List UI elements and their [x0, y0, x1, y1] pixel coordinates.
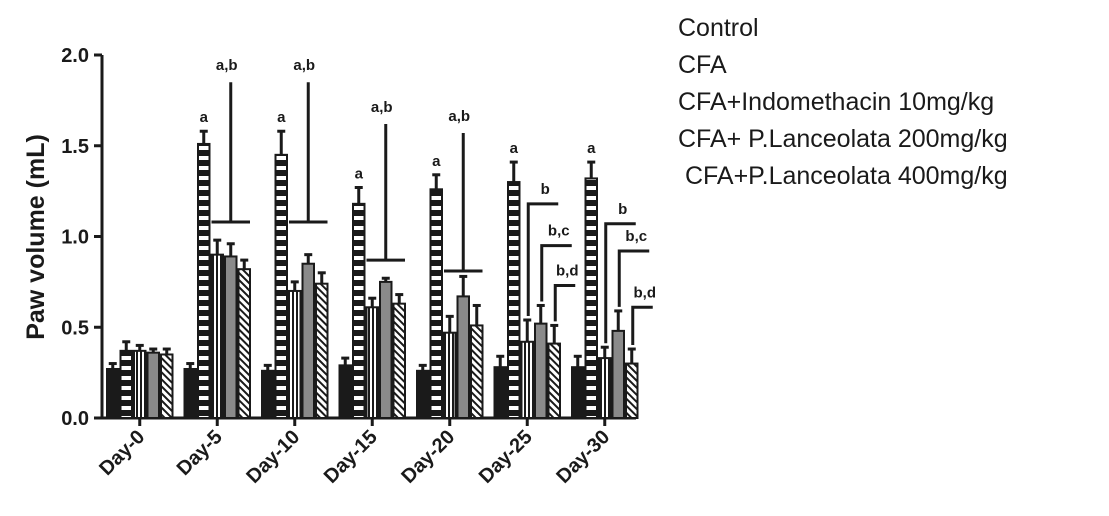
bar-vertical-stripe — [443, 331, 457, 420]
significance-label: b,c — [548, 223, 570, 240]
significance-label: a,b — [371, 99, 393, 116]
legend-item-control: Control — [678, 14, 759, 42]
significance-bracket — [540, 244, 572, 302]
significance-bracket — [617, 249, 650, 307]
bar-solid — [493, 366, 507, 419]
bar-diagonal-hatch — [160, 353, 174, 420]
significance-bracket — [553, 284, 576, 322]
significance-label: b — [618, 201, 627, 218]
significance-label: b,c — [625, 228, 647, 245]
bar-dashed — [584, 177, 598, 419]
bar-dashed — [429, 188, 443, 419]
bar-diagonal-hatch — [237, 268, 251, 420]
significance-label: a — [510, 140, 519, 157]
bar-grey-outline — [146, 351, 160, 419]
legend: Control CFA CFA+Indomethacin 10mg/kg CFA… — [678, 10, 1008, 195]
significance-label: a — [277, 109, 286, 126]
bar-solid — [571, 366, 585, 419]
legend-item-lanceolata-400: CFA+P.Lanceolata 400mg/kg — [678, 162, 1008, 190]
bar-dashed — [197, 142, 211, 419]
bar-vertical-stripe — [520, 340, 534, 419]
bar-dashed — [352, 202, 366, 419]
significance-label: b — [541, 181, 550, 198]
x-tick-label: Day-15 — [320, 426, 382, 488]
x-tick-label: Day-30 — [552, 426, 614, 488]
y-tick-label: 2.0 — [61, 45, 89, 67]
x-tick-label: Day-0 — [95, 426, 149, 480]
bar-solid — [183, 367, 197, 419]
bar-dashed — [119, 349, 133, 419]
legend-item-cfa: CFA — [678, 51, 727, 79]
legend-item-lanceolata-200: CFA+ P.Lanceolata 200mg/kg — [678, 125, 1008, 153]
significance-label: a — [355, 165, 364, 182]
bar-dashed — [507, 181, 521, 419]
x-tick-label: Day-10 — [242, 426, 304, 488]
bar-vertical-stripe — [365, 306, 379, 419]
bar-solid — [338, 364, 352, 419]
bar-grey-outline — [611, 329, 625, 420]
bar-grey-outline — [379, 280, 393, 419]
bar-vertical-stripe — [133, 349, 147, 419]
significance-label: a,b — [216, 57, 238, 74]
y-tick-label: 1.0 — [61, 227, 89, 249]
bar-diagonal-hatch — [625, 362, 639, 419]
bar-grey-outline — [301, 262, 315, 419]
bar-grey-outline — [456, 295, 470, 419]
y-axis-label: Paw volume (mL) — [22, 134, 50, 340]
bar-vertical-stripe — [210, 253, 224, 419]
significance-bracket — [604, 222, 636, 344]
significance-label: a — [200, 109, 209, 126]
x-tick-label: Day-20 — [397, 426, 459, 488]
bar-solid — [106, 367, 120, 419]
bar-diagonal-hatch — [392, 302, 406, 419]
bar-solid — [416, 369, 430, 419]
bar-diagonal-hatch — [470, 324, 484, 419]
bar-grey-outline — [224, 255, 238, 419]
significance-label: a — [432, 153, 441, 170]
bar-grey-outline — [534, 322, 548, 419]
significance-bracket — [631, 305, 653, 346]
significance-label: b,d — [556, 263, 579, 280]
legend-item-indomethacin: CFA+Indomethacin 10mg/kg — [678, 88, 995, 116]
y-tick-label: 0.5 — [61, 317, 89, 339]
x-tick-label: Day-25 — [475, 426, 537, 488]
significance-label: b,d — [634, 284, 657, 301]
y-tick-label: 1.5 — [61, 136, 89, 158]
bar-dashed — [274, 153, 288, 419]
y-tick-label: 0.0 — [61, 408, 89, 430]
significance-label: a — [587, 140, 596, 157]
x-tick-label: Day-5 — [173, 426, 227, 480]
bar-diagonal-hatch — [547, 342, 561, 419]
significance-label: a,b — [448, 108, 470, 125]
bar-vertical-stripe — [598, 357, 612, 420]
bar-vertical-stripe — [288, 289, 302, 420]
bar-solid — [261, 369, 275, 419]
significance-label: a,b — [293, 57, 315, 74]
bar-diagonal-hatch — [315, 282, 329, 419]
significance-bracket — [526, 202, 559, 316]
